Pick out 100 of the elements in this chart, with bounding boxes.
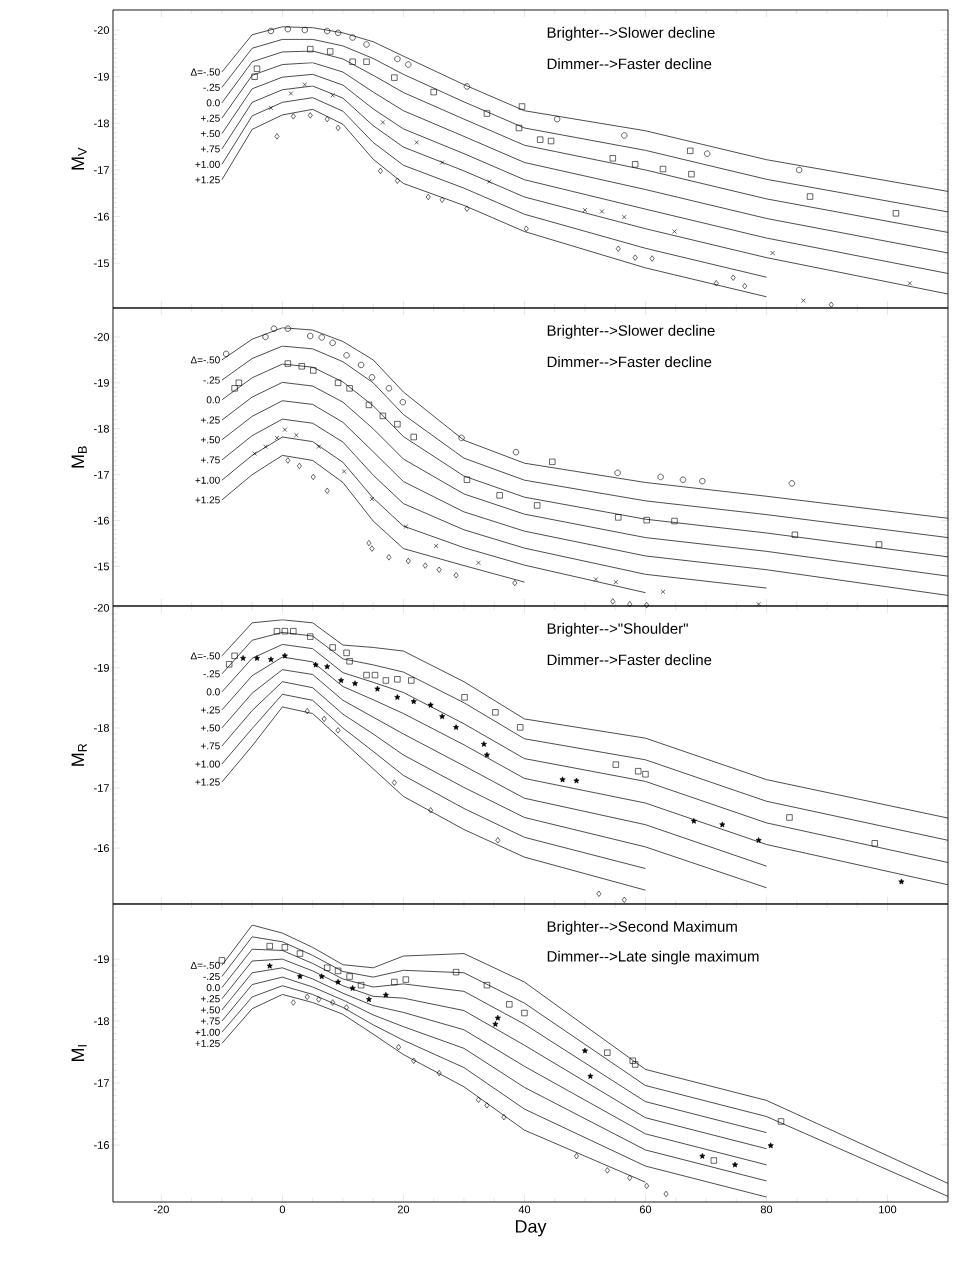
series-label: Δ=-.50 [190,356,220,364]
series-label: +1.25 [195,176,220,184]
point [622,214,627,220]
point [632,161,639,168]
point [657,473,664,481]
point [549,458,556,465]
point [770,250,775,256]
point [231,385,238,392]
point [430,88,437,96]
line-series [221,436,646,594]
point [643,517,650,524]
point [341,469,347,474]
point [366,539,372,547]
point [801,298,806,303]
point [534,502,541,509]
point [266,943,273,950]
point [324,116,330,123]
point [344,1004,349,1011]
point [427,702,434,708]
x-tick-label: -20 [153,1205,169,1214]
line-series [221,97,767,278]
line-series [221,706,646,891]
point [391,74,398,81]
point [274,435,280,441]
point [537,136,544,143]
point [281,944,288,951]
point [699,478,706,485]
point [615,245,621,252]
series-label: +.25 [200,995,220,1003]
y-tick-label: -16 [94,516,109,525]
series-label: 0.0 [206,396,220,404]
point [254,655,260,661]
point [343,352,350,359]
y-tick-label: -19 [94,955,109,964]
point [476,560,481,566]
point [483,751,490,758]
point [304,708,310,715]
point [581,1047,588,1054]
point [439,713,446,720]
point [382,677,389,684]
annotation: Dimmer-->Late single maximum [547,950,759,965]
point [410,698,417,705]
point [806,193,814,200]
y-tick-label: -19 [94,663,109,672]
point [604,1049,611,1056]
point [310,473,316,481]
point [422,562,428,569]
point [307,332,314,340]
point [253,65,261,72]
x-tick-label: 60 [639,1205,652,1214]
series-label: 0.0 [206,984,220,992]
point [494,1014,501,1021]
series-label: Δ=-.50 [190,68,220,76]
point [316,996,322,1003]
point [385,385,393,392]
line-series [221,455,525,583]
point [710,1157,717,1164]
series-label: +.75 [200,742,220,750]
point [343,649,350,656]
y-tick-label: -16 [94,844,109,853]
point [730,274,736,281]
point [480,741,487,747]
point [403,524,409,529]
y-tick-label: -20 [94,26,110,34]
point [713,280,719,287]
point [453,724,460,730]
point [663,1190,669,1198]
y-axis-title: M$_{B}$ [71,446,87,468]
point [627,1174,633,1181]
point [329,644,336,651]
point [349,34,356,41]
point [410,433,417,441]
point [610,598,616,605]
point [251,73,258,80]
point [318,973,325,980]
point [614,469,621,476]
point [612,761,619,768]
point [284,360,291,367]
point [573,777,580,784]
line-series [221,418,767,589]
point [512,579,518,587]
point [574,1153,579,1160]
point [252,451,257,456]
x-axis-title: Day [515,1220,547,1237]
point [411,1057,417,1064]
point [294,432,299,438]
point [394,676,401,683]
point [587,1073,594,1079]
point [604,1167,610,1174]
annotation: Dimmer-->Faster decline [547,356,712,368]
point [463,83,471,90]
point [621,896,627,903]
series-label: +.25 [200,416,220,424]
point [380,120,386,125]
point [281,628,288,635]
y-tick-label: -15 [94,562,109,571]
point [699,1153,706,1159]
annotation: Brighter-->Slower decline [547,324,715,339]
point [632,254,638,261]
point [495,837,501,844]
